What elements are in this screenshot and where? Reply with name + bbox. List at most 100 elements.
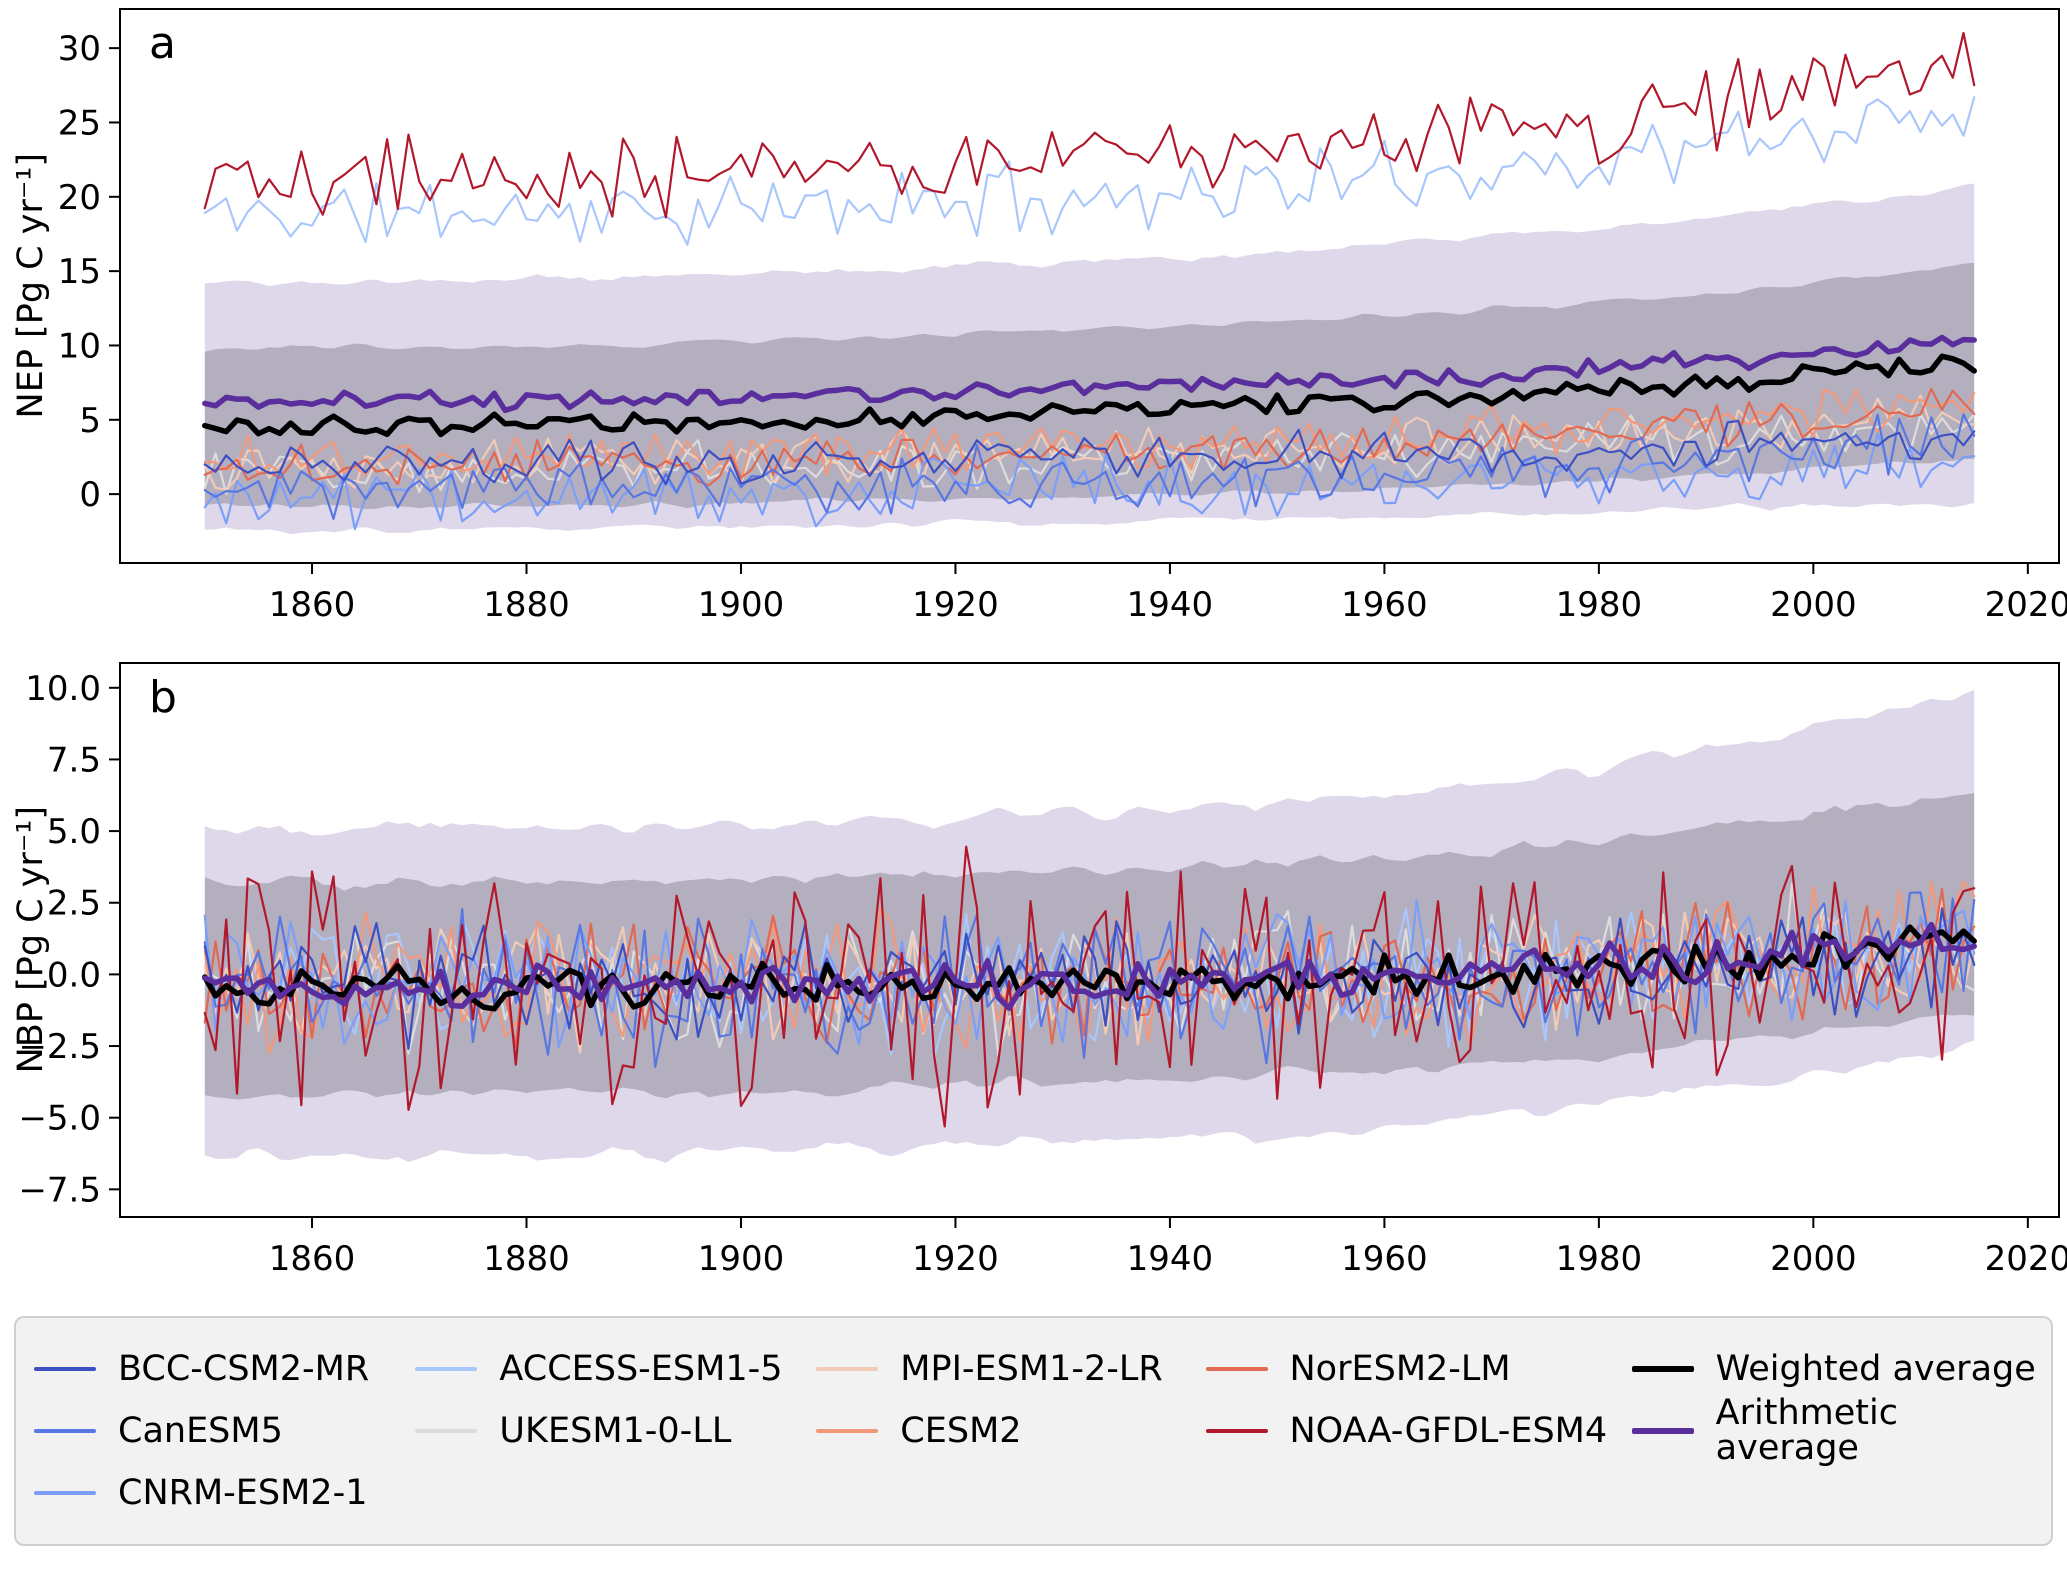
x-tick-label: 1980	[1556, 585, 1643, 625]
nbp-y-axis-label: NBP [Pg C yr⁻¹]	[11, 806, 51, 1074]
noaa-gfdl-esm4-line	[203, 845, 1976, 1128]
bcc-csm2-mr-line	[203, 907, 1976, 1050]
x-tick-label: 1940	[1127, 585, 1214, 625]
legend-label-noresm2-lm: NorESM2-LM	[1289, 1348, 1511, 1389]
y-tick-label: 10	[58, 326, 101, 366]
x-tick-label: 2000	[1770, 1239, 1857, 1279]
arithmetic-average-line	[202, 921, 1977, 1011]
nbp-plot-svg: 1860 1880 1900 1920 1940 1960 1980 2000 2020 −7.5…	[18, 662, 2067, 1279]
weighted-average-line	[202, 353, 1977, 438]
cnrm-esm2-1-line-icon	[34, 1491, 96, 1495]
y-tick-label: 20	[58, 178, 101, 218]
bcc-csm2-mr-line-icon	[34, 1367, 96, 1371]
x-tick-label: 1980	[1556, 1239, 1643, 1279]
x-tick-label: 2020	[1985, 585, 2067, 625]
noaa-gfdl-esm4-line	[203, 31, 1976, 219]
canesm5-line-icon	[34, 1429, 96, 1433]
nbp-ylabel-wrap: NBP [Pg C yr⁻¹]	[7, 662, 55, 1218]
legend-item-access-esm1-5: ACCESS-ESM1-5	[415, 1338, 816, 1400]
legend-label-cnrm-esm2-1: CNRM-ESM2-1	[118, 1472, 368, 1513]
y-tick-label: 30	[58, 29, 101, 69]
legend-column-5: Weighted average Arithmetic average	[1631, 1338, 2041, 1466]
legend-item-weighted-average: Weighted average	[1631, 1338, 2041, 1400]
cnrm-esm2-1-line	[203, 432, 1976, 531]
noresm2-lm-line	[203, 387, 1976, 487]
mpi-esm1-2-lr-line-icon	[816, 1367, 879, 1371]
legend-item-mpi-esm1-2-lr: MPI-ESM1-2-LR	[816, 1338, 1205, 1400]
bcc-csm2-mr-line	[203, 419, 1976, 486]
y-tick-label: 5	[79, 401, 101, 441]
weighted-average-line-icon	[1631, 1366, 1694, 1372]
legend-label-ukesm1-0-ll: UKESM1-0-LL	[499, 1410, 732, 1451]
nbp-panel: NBP [Pg C yr⁻¹] 1860 1880 1900 1920 1940 1960…	[11, 662, 2067, 1279]
y-tick-label: 10.0	[25, 669, 101, 709]
arithmetic-std-band	[204, 689, 1975, 1163]
y-tick-label: −2.5	[18, 1027, 101, 1067]
y-tick-label: 5.0	[47, 812, 101, 852]
x-tick-label: 2000	[1770, 585, 1857, 625]
x-tick-label: 1900	[698, 585, 785, 625]
mpi-esm1-2-lr-line	[203, 394, 1976, 491]
legend-column-1: BCC-CSM2-MR CanESM5 CNRM-ESM2-1	[34, 1338, 415, 1524]
y-tick-label: 25	[58, 103, 101, 143]
axes-frame	[119, 662, 2060, 1218]
noresm2-lm-line-icon	[1205, 1367, 1268, 1371]
legend-label-bcc-csm2-mr: BCC-CSM2-MR	[118, 1348, 370, 1389]
canesm5-line	[203, 413, 1976, 520]
ukesm1-0-ll-line-icon	[415, 1429, 478, 1433]
arithmetic-average-line-icon	[1631, 1428, 1694, 1434]
legend-label-mpi-esm1-2-lr: MPI-ESM1-2-LR	[900, 1348, 1163, 1389]
legend-item-bcc-csm2-mr: BCC-CSM2-MR	[34, 1338, 415, 1400]
y-tick-label: 2.5	[47, 884, 101, 924]
x-tick-label: 1920	[912, 1239, 999, 1279]
x-tick-label: 1960	[1341, 1239, 1428, 1279]
legend: BCC-CSM2-MR CanESM5 CNRM-ESM2-1 ACCESS-ESM1…	[14, 1316, 2053, 1546]
legend-item-ukesm1-0-ll: UKESM1-0-LL	[415, 1400, 816, 1462]
legend-label-arithmetic-average: Arithmetic average	[1715, 1393, 1898, 1468]
legend-column-3: MPI-ESM1-2-LR CESM2	[816, 1338, 1205, 1462]
axes-frame	[119, 8, 2060, 564]
noaa-gfdl-esm4-line-icon	[1205, 1429, 1268, 1433]
access-esm1-5-line-icon	[415, 1367, 478, 1371]
cesm2-line	[203, 880, 1976, 1059]
x-tick-label: 1900	[698, 1239, 785, 1279]
panel-a-letter: a	[149, 18, 176, 69]
weighted-average-line	[202, 924, 1977, 1012]
x-tick-label: 1960	[1341, 585, 1428, 625]
legend-label-canesm5: CanESM5	[118, 1410, 283, 1451]
legend-item-arithmetic-average: Arithmetic average	[1631, 1396, 2041, 1466]
x-tick-label: 2020	[1985, 1239, 2067, 1279]
x-tick-label: 1920	[912, 585, 999, 625]
legend-item-canesm5: CanESM5	[34, 1400, 415, 1462]
nep-ylabel-wrap: NEP [Pg C yr⁻¹]	[7, 8, 55, 564]
x-tick-label: 1860	[269, 1239, 356, 1279]
legend-label-access-esm1-5: ACCESS-ESM1-5	[499, 1348, 783, 1389]
nep-y-axis-label: NEP [Pg C yr⁻¹]	[11, 153, 51, 419]
legend-item-cesm2: CESM2	[816, 1400, 1205, 1462]
legend-label-noaa-gfdl-esm4: NOAA-GFDL-ESM4	[1289, 1410, 1608, 1451]
plot-area	[202, 31, 1977, 535]
y-tick-label: 7.5	[47, 740, 101, 780]
nep-panel: NEP [Pg C yr⁻¹] 1860 1880 1900 1920 1940 1960…	[11, 8, 2067, 625]
arithmetic-average-line	[202, 334, 1977, 414]
cesm2-line-icon	[816, 1429, 879, 1433]
plot-area	[202, 689, 1977, 1163]
panel-b-letter: b	[149, 672, 177, 723]
x-tick-label: 1940	[1127, 1239, 1214, 1279]
y-tick-label: −7.5	[18, 1170, 101, 1210]
y-tick-label: 0	[79, 475, 101, 515]
legend-item-noaa-gfdl-esm4: NOAA-GFDL-ESM4	[1205, 1400, 1632, 1462]
x-tick-label: 1860	[269, 585, 356, 625]
legend-column-2: ACCESS-ESM1-5 UKESM1-0-LL	[415, 1338, 816, 1462]
y-tick-label: 0.0	[47, 955, 101, 995]
access-esm1-5-line	[203, 96, 1976, 246]
legend-label-cesm2: CESM2	[900, 1410, 1022, 1451]
legend-item-noresm2-lm: NorESM2-LM	[1205, 1338, 1632, 1400]
legend-item-cnrm-esm2-1: CNRM-ESM2-1	[34, 1462, 415, 1524]
x-tick-label: 1880	[483, 585, 570, 625]
nep-plot-svg: 1860 1880 1900 1920 1940 1960 1980 2000 2020 0 5 10…	[58, 8, 2067, 625]
legend-column-4: NorESM2-LM NOAA-GFDL-ESM4	[1205, 1338, 1632, 1462]
y-tick-label: 15	[58, 252, 101, 292]
y-tick-label: −5.0	[18, 1099, 101, 1139]
